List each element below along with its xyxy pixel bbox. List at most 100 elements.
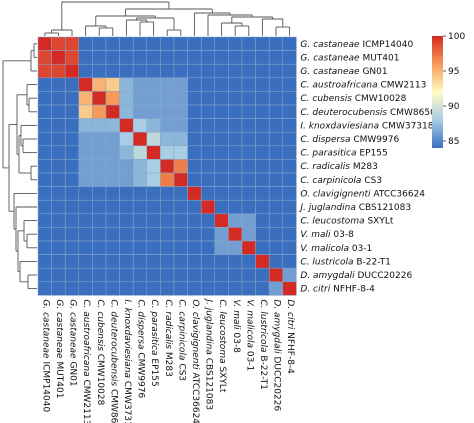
colorbar-tick-label: 95 xyxy=(448,67,459,77)
heatmap-cell xyxy=(268,91,284,106)
column-label: C. parasitica EP155 xyxy=(150,299,160,386)
heatmap-cell xyxy=(146,104,161,119)
heatmap-cell xyxy=(241,77,256,92)
column-label: I. knoxdaviesiana CMW37318 xyxy=(123,299,133,423)
heatmap-cell xyxy=(255,91,270,106)
heatmap-cell xyxy=(105,36,120,51)
heatmap-cell xyxy=(173,104,188,119)
heatmap-cell xyxy=(187,254,202,269)
heatmap-cell xyxy=(187,118,202,133)
heatmap-cell xyxy=(132,267,148,283)
heatmap-cell xyxy=(51,186,66,201)
row-label: C. radicalis M283 xyxy=(300,162,377,172)
heatmap-cell xyxy=(37,77,52,92)
heatmap-cell xyxy=(160,63,175,79)
heatmap-cell xyxy=(282,145,297,160)
heatmap-cell xyxy=(173,186,188,201)
heatmap-cell xyxy=(132,172,148,187)
heatmap-cell xyxy=(78,199,93,215)
heatmap-cell xyxy=(78,172,93,187)
heatmap-cell xyxy=(173,213,188,228)
heatmap-cell xyxy=(214,227,229,242)
heatmap-cell xyxy=(146,267,161,283)
heatmap-cell xyxy=(119,254,134,269)
heatmap-cell xyxy=(214,91,229,106)
heatmap-cell xyxy=(214,213,229,228)
heatmap-cell xyxy=(119,104,134,119)
heatmap-cell xyxy=(268,145,284,160)
heatmap-cell xyxy=(92,104,107,119)
heatmap-cell xyxy=(146,50,161,65)
heatmap-cell xyxy=(51,172,66,187)
heatmap-cell xyxy=(187,91,202,106)
heatmap-cell xyxy=(160,77,175,92)
heatmap-cell xyxy=(119,50,134,65)
column-label: O. clavigignenti ATCC36624 xyxy=(191,299,201,423)
heatmap-cell xyxy=(173,199,188,215)
heatmap-cell xyxy=(268,281,284,296)
heatmap-cell xyxy=(146,77,161,92)
heatmap-cell xyxy=(255,145,270,160)
heatmap-cell xyxy=(200,91,216,106)
heatmap-cell xyxy=(282,118,297,133)
heatmap-cell xyxy=(173,227,188,242)
row-label: V. mali 03-8 xyxy=(300,230,354,240)
row-label: D. citri NFHF-8-4 xyxy=(300,285,375,295)
heatmap-cell xyxy=(105,104,120,119)
column-label: C. deuterocubensis CMW8650 xyxy=(109,299,119,423)
heatmap-cell xyxy=(214,199,229,215)
row-label: G. castaneae ICMP14040 xyxy=(300,40,413,50)
heatmap-cell xyxy=(146,131,161,147)
heatmap-cell xyxy=(146,213,161,228)
heatmap-cell xyxy=(282,186,297,201)
heatmap-cell xyxy=(105,159,120,174)
heatmap-cell xyxy=(146,91,161,106)
heatmap-cell xyxy=(64,213,80,228)
heatmap-cell xyxy=(132,36,148,51)
heatmap-cell xyxy=(228,131,243,147)
row-label: C. dispersa CMW9976 xyxy=(300,135,399,145)
row-label: J. juglandina CBS121083 xyxy=(298,203,411,213)
heatmap-cell xyxy=(200,267,216,283)
heatmap-cell xyxy=(268,213,284,228)
heatmap-cell xyxy=(200,131,216,147)
heatmap-cell xyxy=(37,131,52,147)
heatmap-cell xyxy=(146,145,161,160)
heatmap-cell xyxy=(64,118,80,133)
heatmap-cell xyxy=(187,186,202,201)
heatmap-cell xyxy=(268,172,284,187)
heatmap-cell xyxy=(241,281,256,296)
heatmap-cell xyxy=(241,118,256,133)
heatmap-cell xyxy=(282,91,297,106)
heatmap-cell xyxy=(119,172,134,187)
heatmap-cell xyxy=(282,199,297,215)
heatmap-cell xyxy=(78,63,93,79)
heatmap-cell xyxy=(146,63,161,79)
heatmap-cell xyxy=(228,91,243,106)
heatmap-cell xyxy=(92,145,107,160)
heatmap-cell xyxy=(37,91,52,106)
heatmap-cell xyxy=(119,281,134,296)
heatmap-cell xyxy=(187,104,202,119)
heatmap-cell xyxy=(51,131,66,147)
heatmap-cell xyxy=(173,145,188,160)
heatmap-cell xyxy=(132,63,148,79)
heatmap-cell xyxy=(51,159,66,174)
heatmap-cell xyxy=(241,267,256,283)
heatmap-cell xyxy=(282,159,297,174)
column-label: C. dispersa CMW9976 xyxy=(136,299,146,398)
heatmap-cell xyxy=(119,213,134,228)
heatmap-cell xyxy=(64,145,80,160)
heatmap-cell xyxy=(187,267,202,283)
heatmap-cell xyxy=(268,199,284,215)
heatmap-cell xyxy=(187,199,202,215)
heatmap-cell xyxy=(160,91,175,106)
heatmap-cell xyxy=(187,281,202,296)
heatmap-cell xyxy=(119,145,134,160)
heatmap-cell xyxy=(132,281,148,296)
heatmap-cell xyxy=(241,240,256,255)
heatmap-cell xyxy=(255,63,270,79)
heatmap-cell xyxy=(51,199,66,215)
heatmap-cell xyxy=(228,145,243,160)
heatmap-cell xyxy=(200,240,216,255)
